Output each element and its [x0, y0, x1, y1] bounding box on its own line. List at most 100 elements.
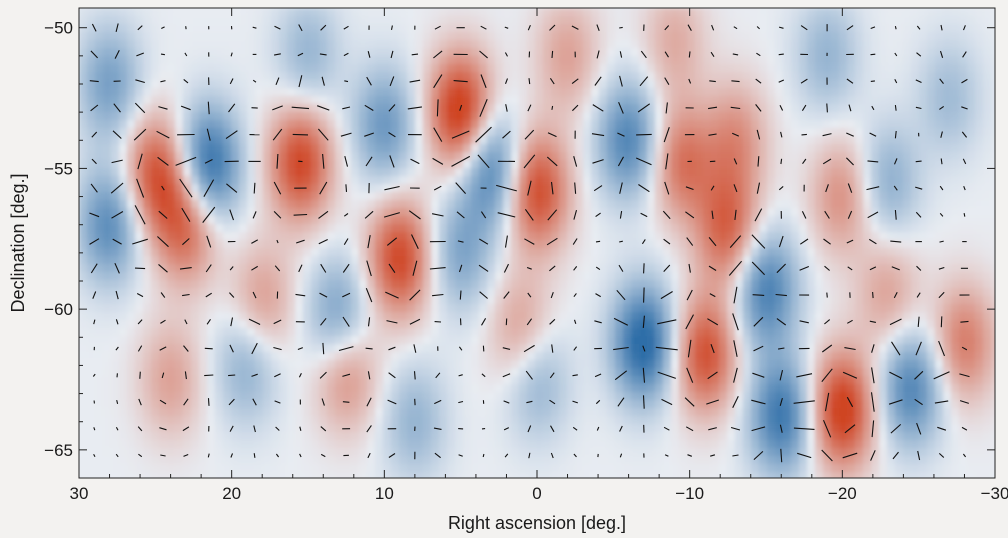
- heatmap-cell: [127, 368, 136, 377]
- heatmap-cell: [223, 152, 232, 161]
- heatmap-cell: [111, 464, 120, 473]
- heatmap-cell: [503, 336, 512, 345]
- heatmap-cell: [447, 368, 456, 377]
- heatmap-cell: [415, 344, 424, 353]
- heatmap-cell: [319, 56, 328, 65]
- heatmap-cell: [271, 176, 280, 185]
- heatmap-cell: [159, 320, 168, 329]
- heatmap-cell: [351, 448, 360, 457]
- heatmap-cell: [207, 16, 216, 25]
- heatmap-cell: [727, 272, 736, 281]
- heatmap-cell: [327, 96, 336, 105]
- heatmap-cell: [303, 184, 312, 193]
- heatmap-cell: [727, 80, 736, 89]
- heatmap-cell: [343, 176, 352, 185]
- heatmap-cell: [199, 272, 208, 281]
- heatmap-cell: [223, 128, 232, 137]
- heatmap-cell: [703, 144, 712, 153]
- heatmap-cell: [335, 24, 344, 33]
- heatmap-cell: [87, 328, 96, 337]
- heatmap-cell: [351, 56, 360, 65]
- heatmap-cell: [735, 280, 744, 289]
- heatmap-cell: [743, 464, 752, 473]
- heatmap-cell: [199, 232, 208, 241]
- heatmap-cell: [679, 336, 688, 345]
- heatmap-cell: [423, 464, 432, 473]
- heatmap-cell: [167, 248, 176, 257]
- heatmap-cell: [671, 320, 680, 329]
- heatmap-cell: [431, 184, 440, 193]
- heatmap-cell: [119, 136, 128, 145]
- heatmap-cell: [79, 360, 88, 369]
- heatmap-cell: [303, 96, 312, 105]
- heatmap-cell: [271, 128, 280, 137]
- heatmap-cell: [727, 416, 736, 425]
- heatmap-cell: [143, 80, 152, 89]
- heatmap-cell: [183, 256, 192, 265]
- heatmap-cell: [447, 384, 456, 393]
- heatmap-cell: [343, 280, 352, 289]
- heatmap-cell: [215, 296, 224, 305]
- heatmap-cell: [607, 24, 616, 33]
- heatmap-cell: [599, 464, 608, 473]
- heatmap-cell: [687, 464, 696, 473]
- heatmap-cell: [559, 56, 568, 65]
- heatmap-cell: [255, 416, 264, 425]
- heatmap-cell: [423, 56, 432, 65]
- heatmap-cell: [151, 376, 160, 385]
- heatmap-cell: [407, 416, 416, 425]
- heatmap-cell: [343, 96, 352, 105]
- heatmap-cell: [695, 160, 704, 169]
- heatmap-cell: [383, 48, 392, 57]
- heatmap-cell: [551, 152, 560, 161]
- heatmap-cell: [415, 72, 424, 81]
- heatmap-cell: [351, 192, 360, 201]
- heatmap-cell: [279, 352, 288, 361]
- heatmap-cell: [367, 368, 376, 377]
- heatmap-cell: [167, 232, 176, 241]
- heatmap-cell: [471, 184, 480, 193]
- heatmap-cell: [631, 440, 640, 449]
- heatmap-cell: [567, 48, 576, 57]
- heatmap-cell: [727, 472, 736, 478]
- heatmap-cell: [455, 224, 464, 233]
- heatmap-cell: [487, 344, 496, 353]
- heatmap-cell: [239, 288, 248, 297]
- heatmap-cell: [271, 224, 280, 233]
- heatmap-cell: [431, 352, 440, 361]
- heatmap-cell: [87, 272, 96, 281]
- heatmap-cell: [679, 16, 688, 25]
- heatmap-cell: [711, 216, 720, 225]
- heatmap-cell: [535, 400, 544, 409]
- heatmap-cell: [559, 400, 568, 409]
- heatmap-cell: [455, 32, 464, 41]
- heatmap-cell: [111, 352, 120, 361]
- heatmap-cell: [239, 232, 248, 241]
- heatmap-cell: [495, 312, 504, 321]
- heatmap-cell: [359, 352, 368, 361]
- heatmap-cell: [615, 304, 624, 313]
- heatmap-cell: [287, 384, 296, 393]
- heatmap-cell: [103, 104, 112, 113]
- heatmap-cell: [375, 360, 384, 369]
- heatmap-cell: [559, 72, 568, 81]
- heatmap-cell: [591, 216, 600, 225]
- heatmap-cell: [703, 32, 712, 41]
- heatmap-cell: [503, 224, 512, 233]
- heatmap-cell: [663, 96, 672, 105]
- heatmap-cell: [183, 48, 192, 57]
- heatmap-cell: [519, 248, 528, 257]
- heatmap-cell: [79, 440, 88, 449]
- heatmap-cell: [671, 424, 680, 433]
- heatmap-cell: [183, 456, 192, 465]
- heatmap-cell: [367, 72, 376, 81]
- heatmap-cell: [303, 32, 312, 41]
- heatmap-cell: [663, 440, 672, 449]
- heatmap-cell: [535, 72, 544, 81]
- heatmap-cell: [671, 200, 680, 209]
- heatmap-cell: [663, 432, 672, 441]
- heatmap-cell: [119, 168, 128, 177]
- heatmap-cell: [167, 464, 176, 473]
- heatmap-cell: [247, 256, 256, 265]
- heatmap-cell: [295, 232, 304, 241]
